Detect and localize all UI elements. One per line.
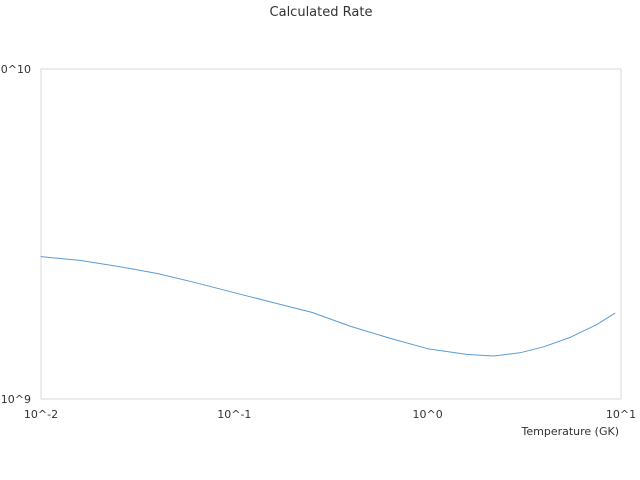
x-tick-label: 10^-2	[24, 408, 58, 421]
x-tick-label: 10^1	[606, 408, 636, 421]
y-tick-label: 10^9	[1, 393, 31, 406]
series-line	[40, 256, 616, 357]
plot-area	[40, 68, 622, 400]
x-axis-ticks: 10^-2 10^-1 10^0 10^1	[24, 408, 636, 421]
y-tick-label: 10^10	[0, 63, 31, 76]
y-axis-ticks: 10^9 10^10	[0, 63, 31, 406]
x-tick-label: 10^-1	[217, 408, 251, 421]
x-axis-label: Temperature (GK)	[521, 425, 620, 438]
series-group	[40, 256, 616, 357]
x-tick-label: 10^0	[413, 408, 443, 421]
chart-title: Calculated Rate	[270, 5, 373, 20]
